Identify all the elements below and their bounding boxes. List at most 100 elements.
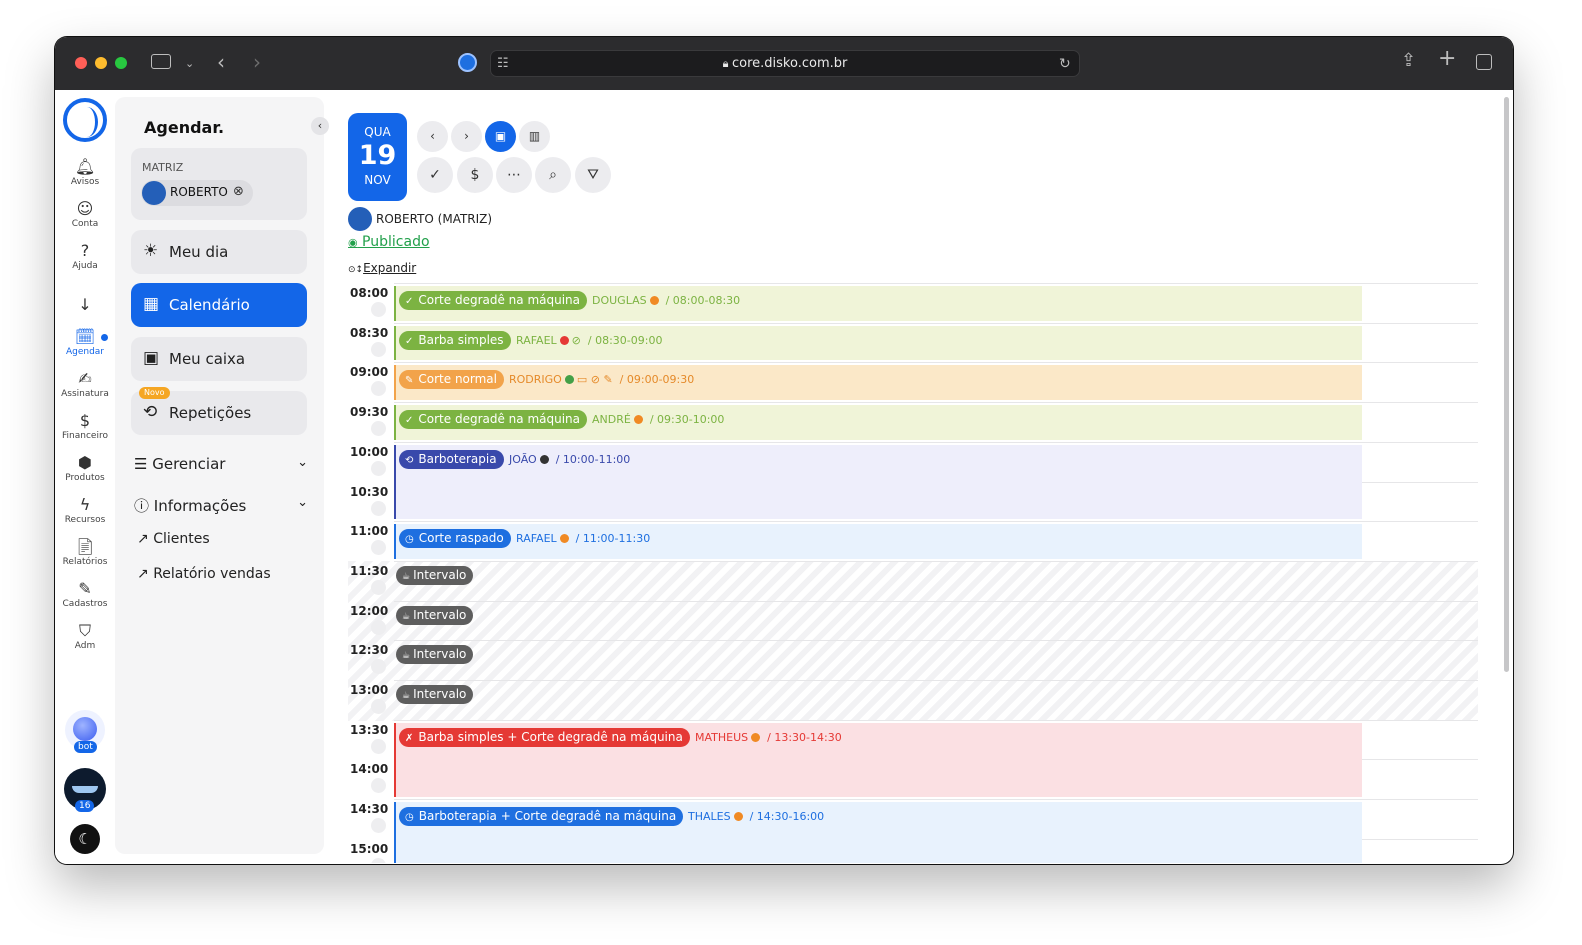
menu-repeticoes[interactable]: ⟲ Repetições Novo bbox=[131, 387, 307, 435]
expand-button[interactable]: ⊙↕Expandir bbox=[348, 261, 416, 275]
service-tag[interactable]: ◷ Barboterapia + Corte degradê na máquina bbox=[399, 807, 684, 827]
time-slot[interactable]: 10:00 bbox=[348, 441, 1478, 482]
slot-select-circle[interactable] bbox=[371, 540, 386, 556]
slot-select-circle[interactable] bbox=[371, 579, 386, 595]
password-manager-icon[interactable] bbox=[458, 53, 477, 72]
menu-meu-caixa[interactable]: ▣ Meu caixa bbox=[131, 337, 307, 381]
appointment-card[interactable]: ◷ Barboterapia + Corte degradê na máquina… bbox=[394, 802, 1362, 863]
slot-select-circle[interactable] bbox=[371, 738, 386, 754]
slot-select-circle[interactable] bbox=[371, 341, 386, 357]
slot-select-circle[interactable] bbox=[371, 421, 386, 437]
money-filter-button[interactable]: $ bbox=[457, 157, 493, 193]
appointment-card[interactable]: ✗ Barba simples + Corte degradê na máquin… bbox=[394, 722, 1362, 798]
day-view-button[interactable]: ▣ bbox=[485, 121, 516, 152]
sidebar-toggle-icon[interactable] bbox=[151, 54, 171, 69]
time-slot[interactable]: 08:00 bbox=[348, 283, 1478, 323]
reload-icon[interactable]: ↻ bbox=[1059, 56, 1071, 72]
rail-item-ajuda[interactable]: ? Ajuda bbox=[55, 242, 115, 272]
share-icon[interactable]: ⇪ bbox=[1401, 50, 1417, 71]
slot-select-circle[interactable] bbox=[371, 857, 386, 863]
scrollbar[interactable] bbox=[1504, 97, 1509, 672]
close-window-button[interactable] bbox=[75, 57, 87, 69]
forward-icon[interactable]: › bbox=[253, 50, 261, 74]
slot-select-circle[interactable] bbox=[371, 818, 386, 834]
slot-select-circle[interactable] bbox=[371, 302, 386, 317]
check-filter-button[interactable]: ✓ bbox=[417, 157, 453, 193]
reader-icon[interactable]: ☷ bbox=[497, 56, 509, 71]
time-slot[interactable]: 12:30 bbox=[348, 640, 1478, 680]
rail-item-produtos[interactable]: ⬢ Produtos bbox=[55, 454, 115, 484]
appointment-card[interactable]: ◷ Corte raspado RAFAEL / 11:00-11:30 bbox=[394, 524, 1362, 559]
rail-item-cadastros[interactable]: ✎ Cadastros bbox=[55, 580, 115, 610]
tab-overview-icon[interactable] bbox=[1476, 54, 1492, 70]
search-button[interactable]: ⌕ bbox=[535, 157, 571, 193]
time-slot[interactable]: 09:30 bbox=[348, 402, 1478, 442]
link-clientes[interactable]: ↗ Clientes bbox=[137, 531, 210, 547]
appointment-card[interactable]: ⟲ Barboterapia JOÃO / 10:00-11:00 bbox=[394, 444, 1362, 520]
time-slot[interactable]: 12:00 bbox=[348, 600, 1478, 641]
new-tab-icon[interactable]: + bbox=[1438, 46, 1457, 71]
rail-item-relatórios[interactable]: 📄︎ Relatórios bbox=[55, 538, 115, 568]
minimize-window-button[interactable] bbox=[95, 57, 107, 69]
service-tag[interactable]: ✓ Corte degradê na máquina bbox=[399, 410, 587, 430]
service-tag[interactable]: ✎ Corte normal bbox=[399, 370, 504, 390]
rail-item-adm[interactable]: ⛉ Adm bbox=[55, 622, 115, 652]
time-slot[interactable]: 13:30 bbox=[348, 719, 1478, 760]
slot-select-circle[interactable] bbox=[371, 500, 386, 516]
time-slot[interactable]: 09:00 bbox=[348, 362, 1478, 402]
slot-select-circle[interactable] bbox=[371, 659, 386, 675]
dark-mode-toggle[interactable]: ☾ bbox=[70, 824, 100, 854]
collapse-panel-button[interactable]: ‹ bbox=[311, 117, 329, 135]
interval-tag[interactable]: ☕︎ Intervalo bbox=[396, 685, 474, 704]
more-options-button[interactable]: ⋯ bbox=[496, 157, 532, 193]
maximize-window-button[interactable] bbox=[115, 57, 127, 69]
rail-item-financeiro[interactable]: $ Financeiro bbox=[55, 412, 115, 442]
time-slot[interactable]: 11:30 bbox=[348, 560, 1478, 601]
appointment-card[interactable]: ✎ Corte normal RODRIGO ▭ ⊘ ✎ / 09:00-09:30 bbox=[394, 365, 1362, 401]
menu-meu-dia[interactable]: ☀︎ Meu dia bbox=[131, 230, 307, 274]
filter-button[interactable]: ⛛ bbox=[575, 157, 611, 193]
next-day-button[interactable]: › bbox=[451, 121, 482, 152]
slot-select-circle[interactable] bbox=[371, 381, 386, 397]
interval-tag[interactable]: ☕︎ Intervalo bbox=[396, 565, 474, 585]
publish-status-link[interactable]: ◉ Publicado bbox=[348, 234, 430, 250]
rail-item-assinatura[interactable]: ✍︎ Assinatura bbox=[55, 370, 115, 400]
chevron-down-icon[interactable]: ⌄ bbox=[185, 57, 195, 70]
rail-item-conta[interactable]: ☺ Conta bbox=[55, 200, 115, 230]
service-tag[interactable]: ✓ Barba simples bbox=[399, 330, 511, 350]
rail-item-avisos[interactable]: 🔔︎ Avisos bbox=[55, 158, 115, 188]
user-avatar[interactable]: 16 bbox=[64, 768, 106, 812]
remove-icon[interactable]: ⊗ bbox=[233, 184, 244, 199]
time-slot[interactable]: 08:30 bbox=[348, 322, 1478, 363]
section-gerenciar[interactable]: ☰ Gerenciar ⌄ bbox=[134, 455, 308, 475]
section-informacoes[interactable]: ⓘ Informações ⌄ bbox=[134, 495, 308, 515]
time-slot[interactable]: 11:00 bbox=[348, 521, 1478, 561]
service-tag[interactable]: ✓ Corte degradê na máquina bbox=[399, 291, 587, 310]
service-tag[interactable]: ⟲ Barboterapia bbox=[399, 449, 504, 469]
address-bar[interactable]: ☷ 🔒︎ core.disko.com.br ↻ bbox=[490, 50, 1080, 77]
time-slot[interactable]: 14:30 bbox=[348, 799, 1478, 839]
interval-tag[interactable]: ☕︎ Intervalo bbox=[396, 645, 474, 665]
slot-select-circle[interactable] bbox=[371, 699, 386, 714]
date-badge[interactable]: QUA 19 NOV bbox=[348, 113, 407, 201]
professional-chip[interactable]: ROBERTO ⊗ bbox=[141, 180, 253, 206]
appointment-card[interactable]: ✓ Corte degradê na máquina ANDRÉ / 09:30-10… bbox=[394, 405, 1362, 440]
back-icon[interactable]: ‹ bbox=[217, 50, 225, 74]
week-view-button[interactable]: ▥ bbox=[519, 121, 550, 152]
link-relatorio-vendas[interactable]: ↗ Relatório vendas bbox=[137, 566, 271, 582]
service-tag[interactable]: ◷ Corte raspado bbox=[399, 529, 511, 549]
interval-tag[interactable]: ☕︎ Intervalo bbox=[396, 605, 474, 625]
time-slot[interactable]: 13:00 bbox=[348, 680, 1478, 720]
rail-item-recursos[interactable]: ϟ Recursos bbox=[55, 496, 115, 526]
rail-item-scroll-down[interactable]: ↓ bbox=[55, 296, 115, 314]
menu-calendario[interactable]: ▦ Calendário bbox=[131, 283, 307, 327]
slot-select-circle[interactable] bbox=[371, 460, 386, 476]
appointment-card[interactable]: ✓ Barba simples RAFAEL ⊘ / 08:30-09:00 bbox=[394, 325, 1362, 361]
appointment-card[interactable]: ✓ Corte degradê na máquina DOUGLAS / 08:00-… bbox=[394, 286, 1362, 321]
slot-select-circle[interactable] bbox=[371, 778, 386, 794]
bot-button[interactable]: bot bbox=[65, 710, 105, 753]
slot-select-circle[interactable] bbox=[371, 619, 386, 635]
prev-day-button[interactable]: ‹ bbox=[417, 121, 448, 152]
app-logo[interactable] bbox=[63, 98, 107, 142]
service-tag[interactable]: ✗ Barba simples + Corte degradê na máquin… bbox=[399, 727, 690, 747]
